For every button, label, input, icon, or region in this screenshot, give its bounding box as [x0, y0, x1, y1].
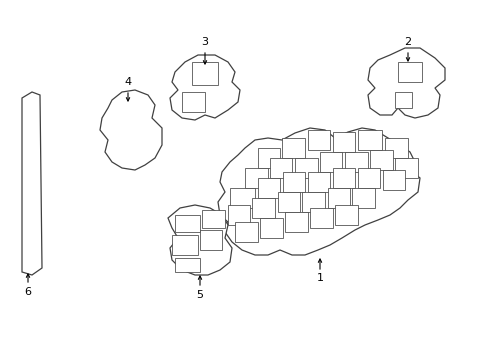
Polygon shape	[227, 205, 249, 225]
Polygon shape	[397, 62, 421, 82]
Polygon shape	[384, 138, 407, 158]
Text: 3: 3	[201, 37, 208, 47]
Polygon shape	[357, 168, 379, 188]
Polygon shape	[351, 188, 374, 208]
Polygon shape	[307, 172, 329, 192]
Polygon shape	[269, 158, 291, 178]
Polygon shape	[235, 222, 258, 242]
Polygon shape	[192, 62, 218, 85]
Polygon shape	[394, 92, 411, 108]
Polygon shape	[175, 215, 200, 232]
Polygon shape	[200, 230, 222, 250]
Polygon shape	[345, 152, 367, 172]
Polygon shape	[244, 168, 267, 188]
Polygon shape	[100, 90, 162, 170]
Polygon shape	[22, 92, 42, 275]
Text: 5: 5	[196, 290, 203, 300]
Polygon shape	[175, 258, 200, 272]
Polygon shape	[357, 130, 381, 150]
Polygon shape	[332, 132, 354, 152]
Polygon shape	[182, 92, 204, 112]
Text: 2: 2	[404, 37, 411, 47]
Polygon shape	[327, 188, 349, 208]
Polygon shape	[285, 212, 307, 232]
Text: 6: 6	[24, 287, 31, 297]
Polygon shape	[309, 208, 332, 228]
Polygon shape	[334, 205, 357, 225]
Polygon shape	[294, 158, 317, 178]
Polygon shape	[168, 205, 231, 275]
Text: 1: 1	[316, 273, 323, 283]
Polygon shape	[282, 138, 305, 158]
Polygon shape	[307, 130, 329, 150]
Polygon shape	[258, 178, 280, 198]
Polygon shape	[172, 235, 198, 255]
Polygon shape	[394, 158, 417, 178]
Polygon shape	[382, 170, 404, 190]
Text: 4: 4	[124, 77, 131, 87]
Polygon shape	[319, 152, 341, 172]
Polygon shape	[302, 192, 325, 212]
Polygon shape	[202, 210, 224, 228]
Polygon shape	[229, 188, 254, 208]
Polygon shape	[170, 55, 240, 120]
Polygon shape	[283, 172, 305, 192]
Polygon shape	[258, 148, 280, 168]
Polygon shape	[278, 192, 299, 212]
Polygon shape	[260, 218, 283, 238]
Polygon shape	[251, 198, 274, 218]
Polygon shape	[369, 150, 392, 170]
Polygon shape	[218, 128, 419, 255]
Polygon shape	[332, 168, 354, 188]
Polygon shape	[367, 48, 444, 118]
